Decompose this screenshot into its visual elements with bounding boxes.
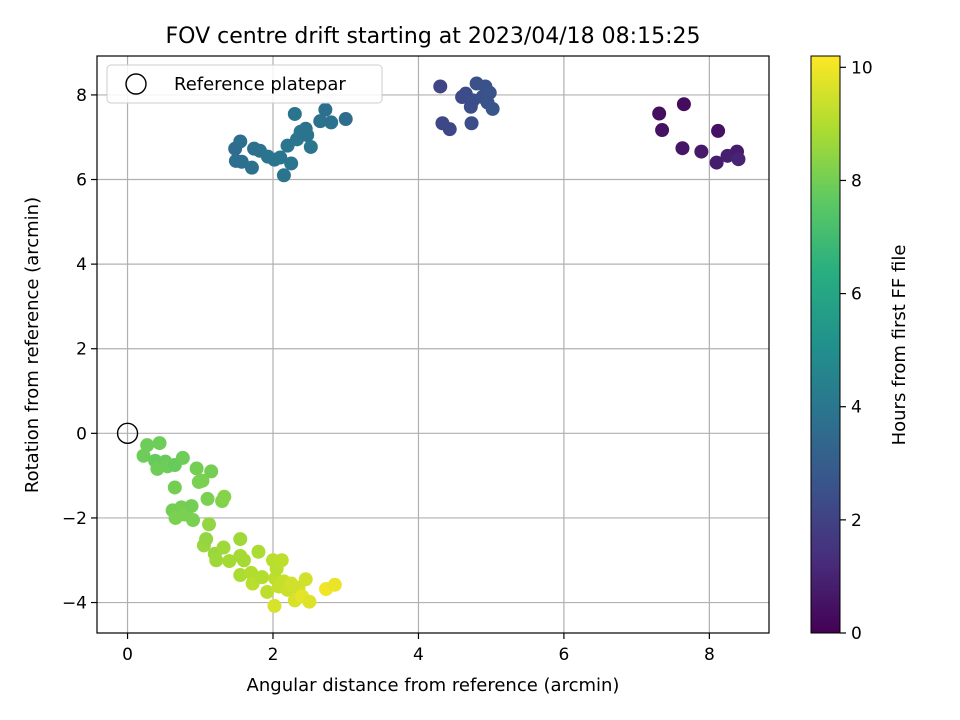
data-point: [273, 150, 288, 165]
legend-reference-marker: [125, 73, 147, 95]
data-point: [287, 106, 302, 121]
colorbar-tick-label: 8: [851, 171, 862, 191]
x-tick-label: 0: [122, 645, 133, 665]
data-point: [313, 114, 328, 129]
data-point: [199, 532, 214, 547]
colorbar-tick-label: 6: [851, 285, 862, 305]
data-point: [140, 438, 155, 453]
chart-title: FOV centre drift starting at 2023/04/18 …: [166, 24, 701, 49]
data-point: [482, 85, 497, 100]
data-point: [216, 540, 231, 555]
data-point: [233, 568, 248, 583]
data-point: [676, 97, 691, 112]
data-point: [236, 553, 251, 568]
y-tick-label: 2: [76, 340, 87, 360]
y-tick-label: 8: [76, 86, 87, 106]
data-point: [300, 128, 315, 143]
data-point: [302, 594, 317, 609]
data-point: [338, 112, 353, 127]
data-point: [233, 532, 248, 547]
data-point: [184, 499, 199, 514]
data-points: [136, 76, 746, 613]
x-tick-label: 8: [704, 645, 715, 665]
x-axis-ticks: 0 2 4 6 8: [122, 633, 715, 665]
data-point: [209, 553, 224, 568]
data-point: [195, 473, 210, 488]
y-tick-label: −4: [62, 594, 87, 614]
data-point: [711, 123, 726, 138]
reference-marker-layer: [116, 422, 139, 445]
data-point: [175, 450, 190, 465]
data-point: [694, 144, 709, 159]
data-point: [485, 101, 500, 116]
data-point: [167, 480, 182, 495]
legend-reference-label: Reference platepar: [174, 74, 346, 95]
data-point: [274, 553, 289, 568]
colorbar-tick-label: 2: [851, 511, 862, 531]
colorbar-tick-label: 10: [851, 58, 873, 78]
data-point: [442, 122, 457, 137]
data-point: [655, 123, 670, 138]
data-point: [652, 106, 667, 121]
colorbar-ticks: 0 2 4 6 8 10: [840, 58, 873, 644]
y-tick-label: 6: [76, 171, 87, 191]
data-point: [244, 565, 259, 580]
data-point: [251, 544, 266, 559]
colorbar-label: Hours from first FF file: [889, 245, 910, 446]
x-axis-label: Angular distance from reference (arcmin): [247, 675, 620, 696]
colorbar-gradient: [810, 55, 841, 634]
data-point: [222, 554, 237, 569]
x-tick-label: 6: [558, 645, 569, 665]
data-point: [433, 79, 448, 94]
data-point: [234, 154, 249, 169]
colorbar-tick-label: 4: [851, 398, 862, 418]
data-point: [324, 115, 339, 130]
x-tick-label: 4: [413, 645, 424, 665]
data-point: [255, 570, 270, 585]
data-point: [303, 139, 318, 154]
y-axis-label: Rotation from reference (arcmin): [22, 197, 43, 493]
legend-box: [106, 64, 383, 104]
reference-platepar-marker: [116, 422, 139, 445]
y-tick-label: 4: [76, 255, 87, 275]
data-point: [217, 489, 232, 504]
data-point: [186, 513, 200, 528]
plot-frame: [96, 55, 770, 634]
data-point: [202, 517, 216, 532]
data-point: [260, 584, 275, 599]
y-tick-label: 0: [76, 424, 87, 444]
data-point: [731, 152, 746, 167]
data-point: [233, 134, 248, 149]
data-point: [189, 461, 204, 476]
data-point: [244, 160, 259, 175]
data-point: [709, 155, 724, 170]
colorbar-tick-label: 0: [851, 624, 862, 644]
legend: Reference platepar: [106, 64, 383, 104]
data-point: [327, 577, 342, 592]
y-tick-label: −2: [62, 509, 87, 529]
data-point: [464, 116, 479, 131]
data-point: [318, 102, 333, 117]
data-point: [675, 141, 690, 156]
data-point: [276, 168, 291, 183]
data-point: [152, 436, 167, 451]
data-point: [200, 491, 215, 506]
x-tick-label: 2: [268, 645, 279, 665]
colorbar: 0 2 4 6 8 10 Hours from first FF file: [810, 55, 910, 644]
data-point: [267, 598, 282, 613]
data-point: [298, 572, 313, 587]
y-axis-ticks: −4 −2 0 2 4 6 8: [62, 86, 97, 614]
data-point: [204, 464, 219, 479]
data-point: [136, 448, 151, 463]
data-point: [284, 156, 299, 171]
